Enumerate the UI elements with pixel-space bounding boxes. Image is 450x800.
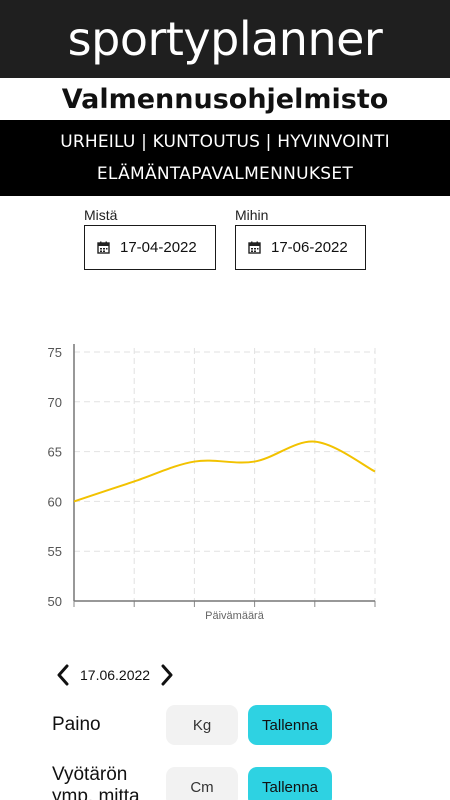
to-date-label: Mihin (235, 207, 269, 223)
current-date: 17.06.2022 (80, 667, 151, 683)
y-tick-label: 60 (48, 494, 62, 509)
to-date-field[interactable]: 17-06-2022 (235, 225, 366, 270)
y-tick-label: 70 (48, 395, 62, 410)
waist-unit-input[interactable]: Cm (166, 767, 238, 800)
x-axis-label: Päivämäärä (205, 610, 265, 622)
brand-header: sportyplanner (0, 0, 450, 78)
tagline-band: URHEILU | KUNTOUTUS | HYVINVOINTI ELÄMÄN… (0, 120, 450, 196)
tagline-line2: ELÄMÄNTAPAVALMENNUKSET (96, 164, 354, 184)
weight-line-chart: 50 55 60 65 70 75 Päivämäärä (48, 344, 376, 622)
day-navigator: 17.06.2022 (52, 660, 178, 690)
chevron-left-icon[interactable] (52, 660, 74, 690)
to-date-value: 17-06-2022 (271, 239, 348, 256)
brand-logo-text: sportyplanner (67, 12, 383, 66)
weight-save-button[interactable]: Tallenna (248, 705, 332, 745)
y-tick-label: 50 (48, 594, 62, 609)
from-date-field[interactable]: 17-04-2022 (84, 225, 216, 270)
weight-unit-input[interactable]: Kg (166, 705, 238, 745)
calendar-icon (248, 241, 261, 254)
weight-label: Paino (52, 714, 101, 735)
tagline-line1: URHEILU | KUNTOUTUS | HYVINVOINTI (60, 132, 390, 152)
series-line (73, 440, 376, 503)
waist-label: Vyötärön ymp. mitta (52, 764, 140, 800)
app-subtitle: Valmennusohjelmisto (61, 83, 389, 115)
from-date-value: 17-04-2022 (120, 239, 197, 256)
chevron-right-icon[interactable] (156, 660, 178, 690)
y-tick-label: 65 (48, 445, 62, 460)
from-date-label: Mistä (84, 207, 118, 223)
y-tick-label: 55 (48, 544, 62, 559)
y-tick-label: 75 (48, 345, 62, 360)
calendar-icon (97, 241, 110, 254)
waist-save-button[interactable]: Tallenna (248, 767, 332, 800)
